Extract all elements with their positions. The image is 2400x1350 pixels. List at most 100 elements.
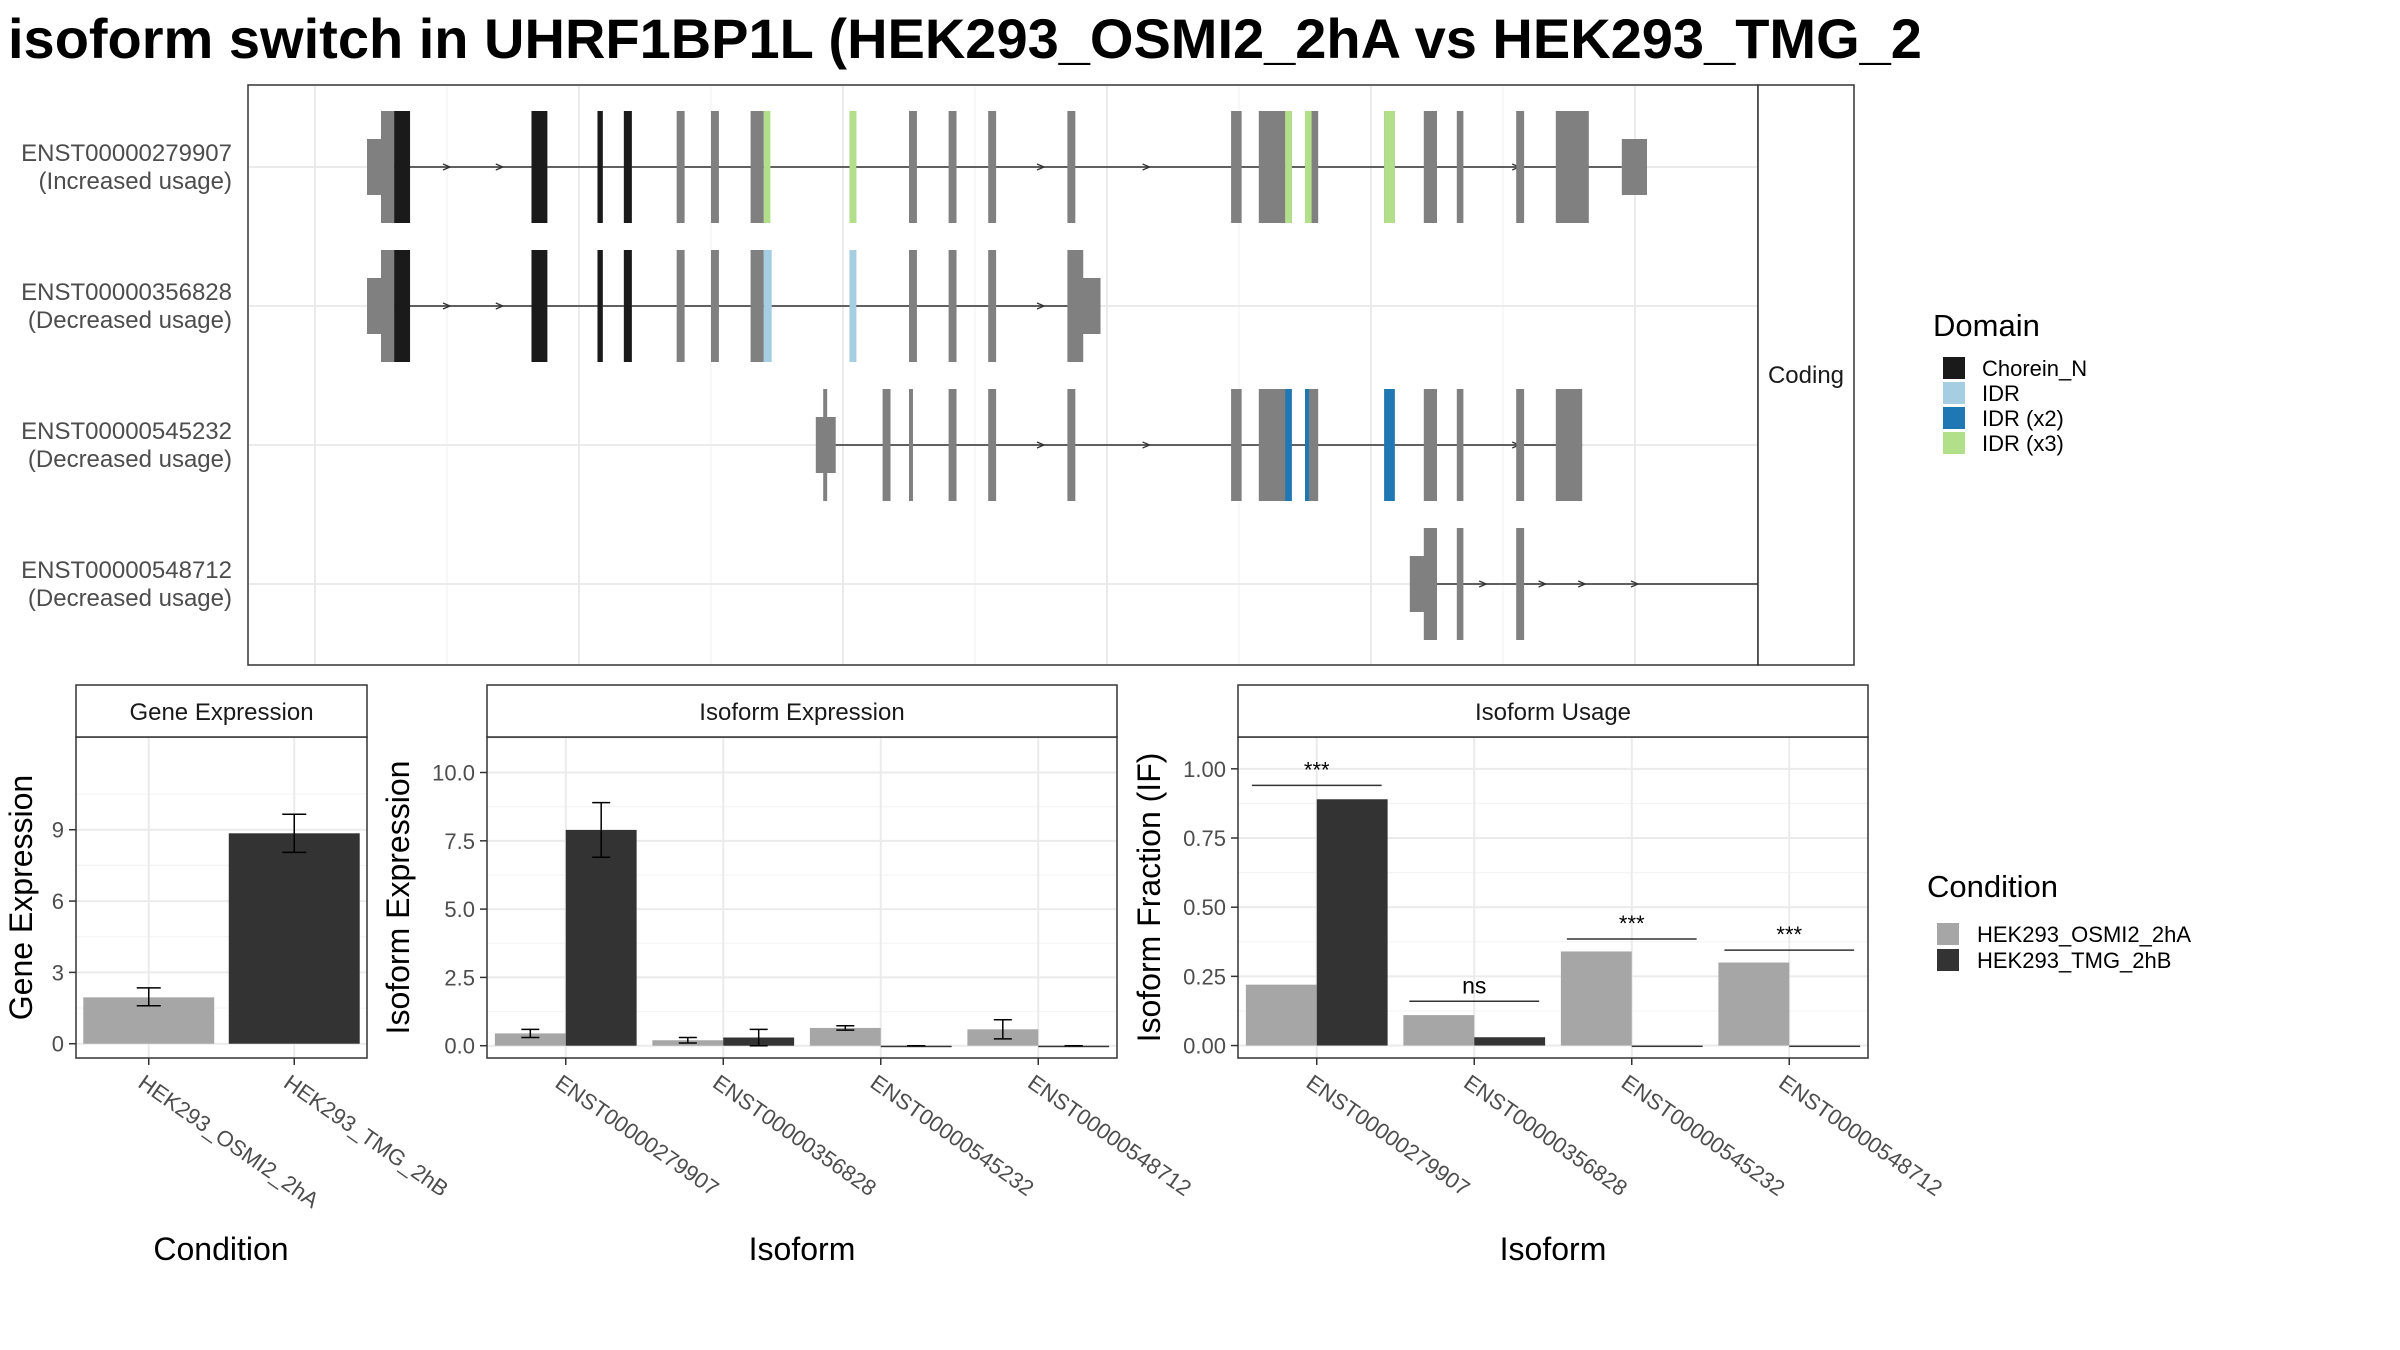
bar: [1403, 1015, 1475, 1046]
chart-title: Isoform Expression: [699, 699, 904, 726]
transcript-usage-label: (Decreased usage): [28, 585, 232, 612]
structure-tracks: [367, 111, 1793, 640]
transcript-usage-label: (Increased usage): [39, 168, 232, 195]
bar: [565, 829, 637, 1046]
strand-arrow: [1142, 441, 1152, 449]
exon: [711, 111, 719, 223]
exon: [1067, 111, 1076, 223]
chart-strip: [486, 684, 1118, 738]
chart-2: *** ns *** *** Isoform Usage 0.00 0.25 0.50 0.75…: [1131, 684, 1947, 1267]
domain-segment: [394, 111, 411, 223]
exon: [1231, 111, 1242, 223]
strand-arrow: [1142, 163, 1152, 171]
strand-arrow: [1538, 580, 1548, 588]
exon: [948, 250, 957, 362]
condition-legend-label: HEK293_OSMI2_2hA: [1977, 922, 2191, 947]
exon: [676, 111, 685, 223]
transcript-track: [367, 250, 1101, 362]
y-axis-title: Isoform Fraction (IF): [1131, 753, 1167, 1043]
strand-arrow: [442, 302, 452, 310]
x-tick-label: ENST00000356828: [708, 1070, 881, 1201]
x-tick-label: ENST00000545232: [866, 1070, 1039, 1201]
domain-segment: [1285, 389, 1292, 501]
transcript-structure-plot: Coding ENST00000279907(Increased usage)E…: [21, 84, 1855, 666]
exon: [909, 389, 913, 501]
structure-panel-background: [248, 85, 1758, 665]
domain-segment: [763, 250, 772, 362]
domain-segment: [597, 111, 603, 223]
condition-legend-title: Condition: [1927, 869, 2058, 904]
y-tick-label: 10.0: [432, 761, 475, 786]
x-tick-label: ENST00000548712: [1023, 1070, 1196, 1201]
bar: [1718, 962, 1790, 1046]
condition-legend-key: [1937, 923, 1959, 945]
exon: [909, 250, 917, 362]
exon: [1258, 111, 1286, 223]
exon: [750, 250, 764, 362]
utr-block: [815, 417, 836, 473]
domain-legend-key: [1943, 357, 1965, 379]
y-tick-label: 2.5: [444, 965, 475, 990]
exon: [1456, 528, 1464, 640]
bar: [1789, 1045, 1861, 1048]
domain-segment: [531, 111, 548, 223]
exon: [750, 111, 764, 223]
transcript-usage-label: (Decreased usage): [28, 446, 232, 473]
y-tick-label: 0.75: [1183, 826, 1226, 851]
transcript-track: [815, 389, 1583, 501]
bar: [1560, 951, 1632, 1046]
exon: [948, 389, 957, 501]
y-tick-label: 3: [52, 960, 64, 985]
bar: [809, 1027, 881, 1046]
domain-segment: [849, 111, 857, 223]
exon: [711, 250, 719, 362]
strand-arrow: [442, 163, 452, 171]
strand-arrow: [1036, 163, 1046, 171]
y-tick-label: 0: [52, 1032, 64, 1057]
y-tick-label: 5.0: [444, 897, 475, 922]
bar: [1474, 1037, 1546, 1046]
significance-label: ***: [1776, 922, 1802, 947]
exon: [988, 389, 997, 501]
exon: [1516, 111, 1525, 223]
x-tick-label: ENST00000545232: [1617, 1070, 1790, 1201]
transcript-labels: ENST00000279907(Increased usage) ENST0000…: [21, 140, 232, 612]
exon: [909, 111, 917, 223]
domain-segment: [623, 250, 632, 362]
bar: [228, 833, 360, 1044]
y-tick-label: 9: [52, 818, 64, 843]
x-tick-label: ENST00000279907: [551, 1070, 724, 1201]
x-tick-label: ENST00000279907: [1302, 1070, 1475, 1201]
x-tick-label: ENST00000548712: [1774, 1070, 1947, 1201]
exon: [988, 111, 997, 223]
figure-title: isoform switch in UHRF1BP1L (HEK293_OSMI…: [8, 7, 1922, 70]
condition-legend-label: HEK293_TMG_2hB: [1977, 948, 2171, 973]
domain-legend-key: [1943, 407, 1965, 429]
domain-segment: [849, 250, 857, 362]
exon: [948, 111, 957, 223]
bar-charts: Gene Expression0369HEK293_OSMI2_2hAHEK29…: [3, 684, 1947, 1267]
utr-block: [1075, 278, 1101, 334]
domain-segment: [1285, 111, 1292, 223]
exon: [1423, 111, 1437, 223]
chart-title: Isoform Usage: [1475, 699, 1631, 726]
domain-legend-label: IDR (x2): [1982, 406, 2064, 431]
strand-arrow: [1630, 580, 1640, 588]
transcript-id-label: ENST00000545232: [21, 418, 232, 445]
domain-legend-label: IDR: [1982, 381, 2020, 406]
bar: [494, 1033, 566, 1046]
transcript-id-label: ENST00000356828: [21, 279, 232, 306]
domain-legend-key: [1943, 382, 1965, 404]
significance-label: ***: [1304, 757, 1330, 782]
chart-strip: [75, 684, 368, 738]
y-tick-label: 0.0: [444, 1034, 475, 1059]
y-tick-label: 0.25: [1183, 964, 1226, 989]
strand-arrow: [1036, 441, 1046, 449]
y-tick-label: 0.50: [1183, 895, 1226, 920]
domain-legend-label: IDR (x3): [1982, 431, 2064, 456]
bar: [1316, 799, 1388, 1046]
strand-arrow: [495, 302, 505, 310]
exon: [988, 250, 997, 362]
